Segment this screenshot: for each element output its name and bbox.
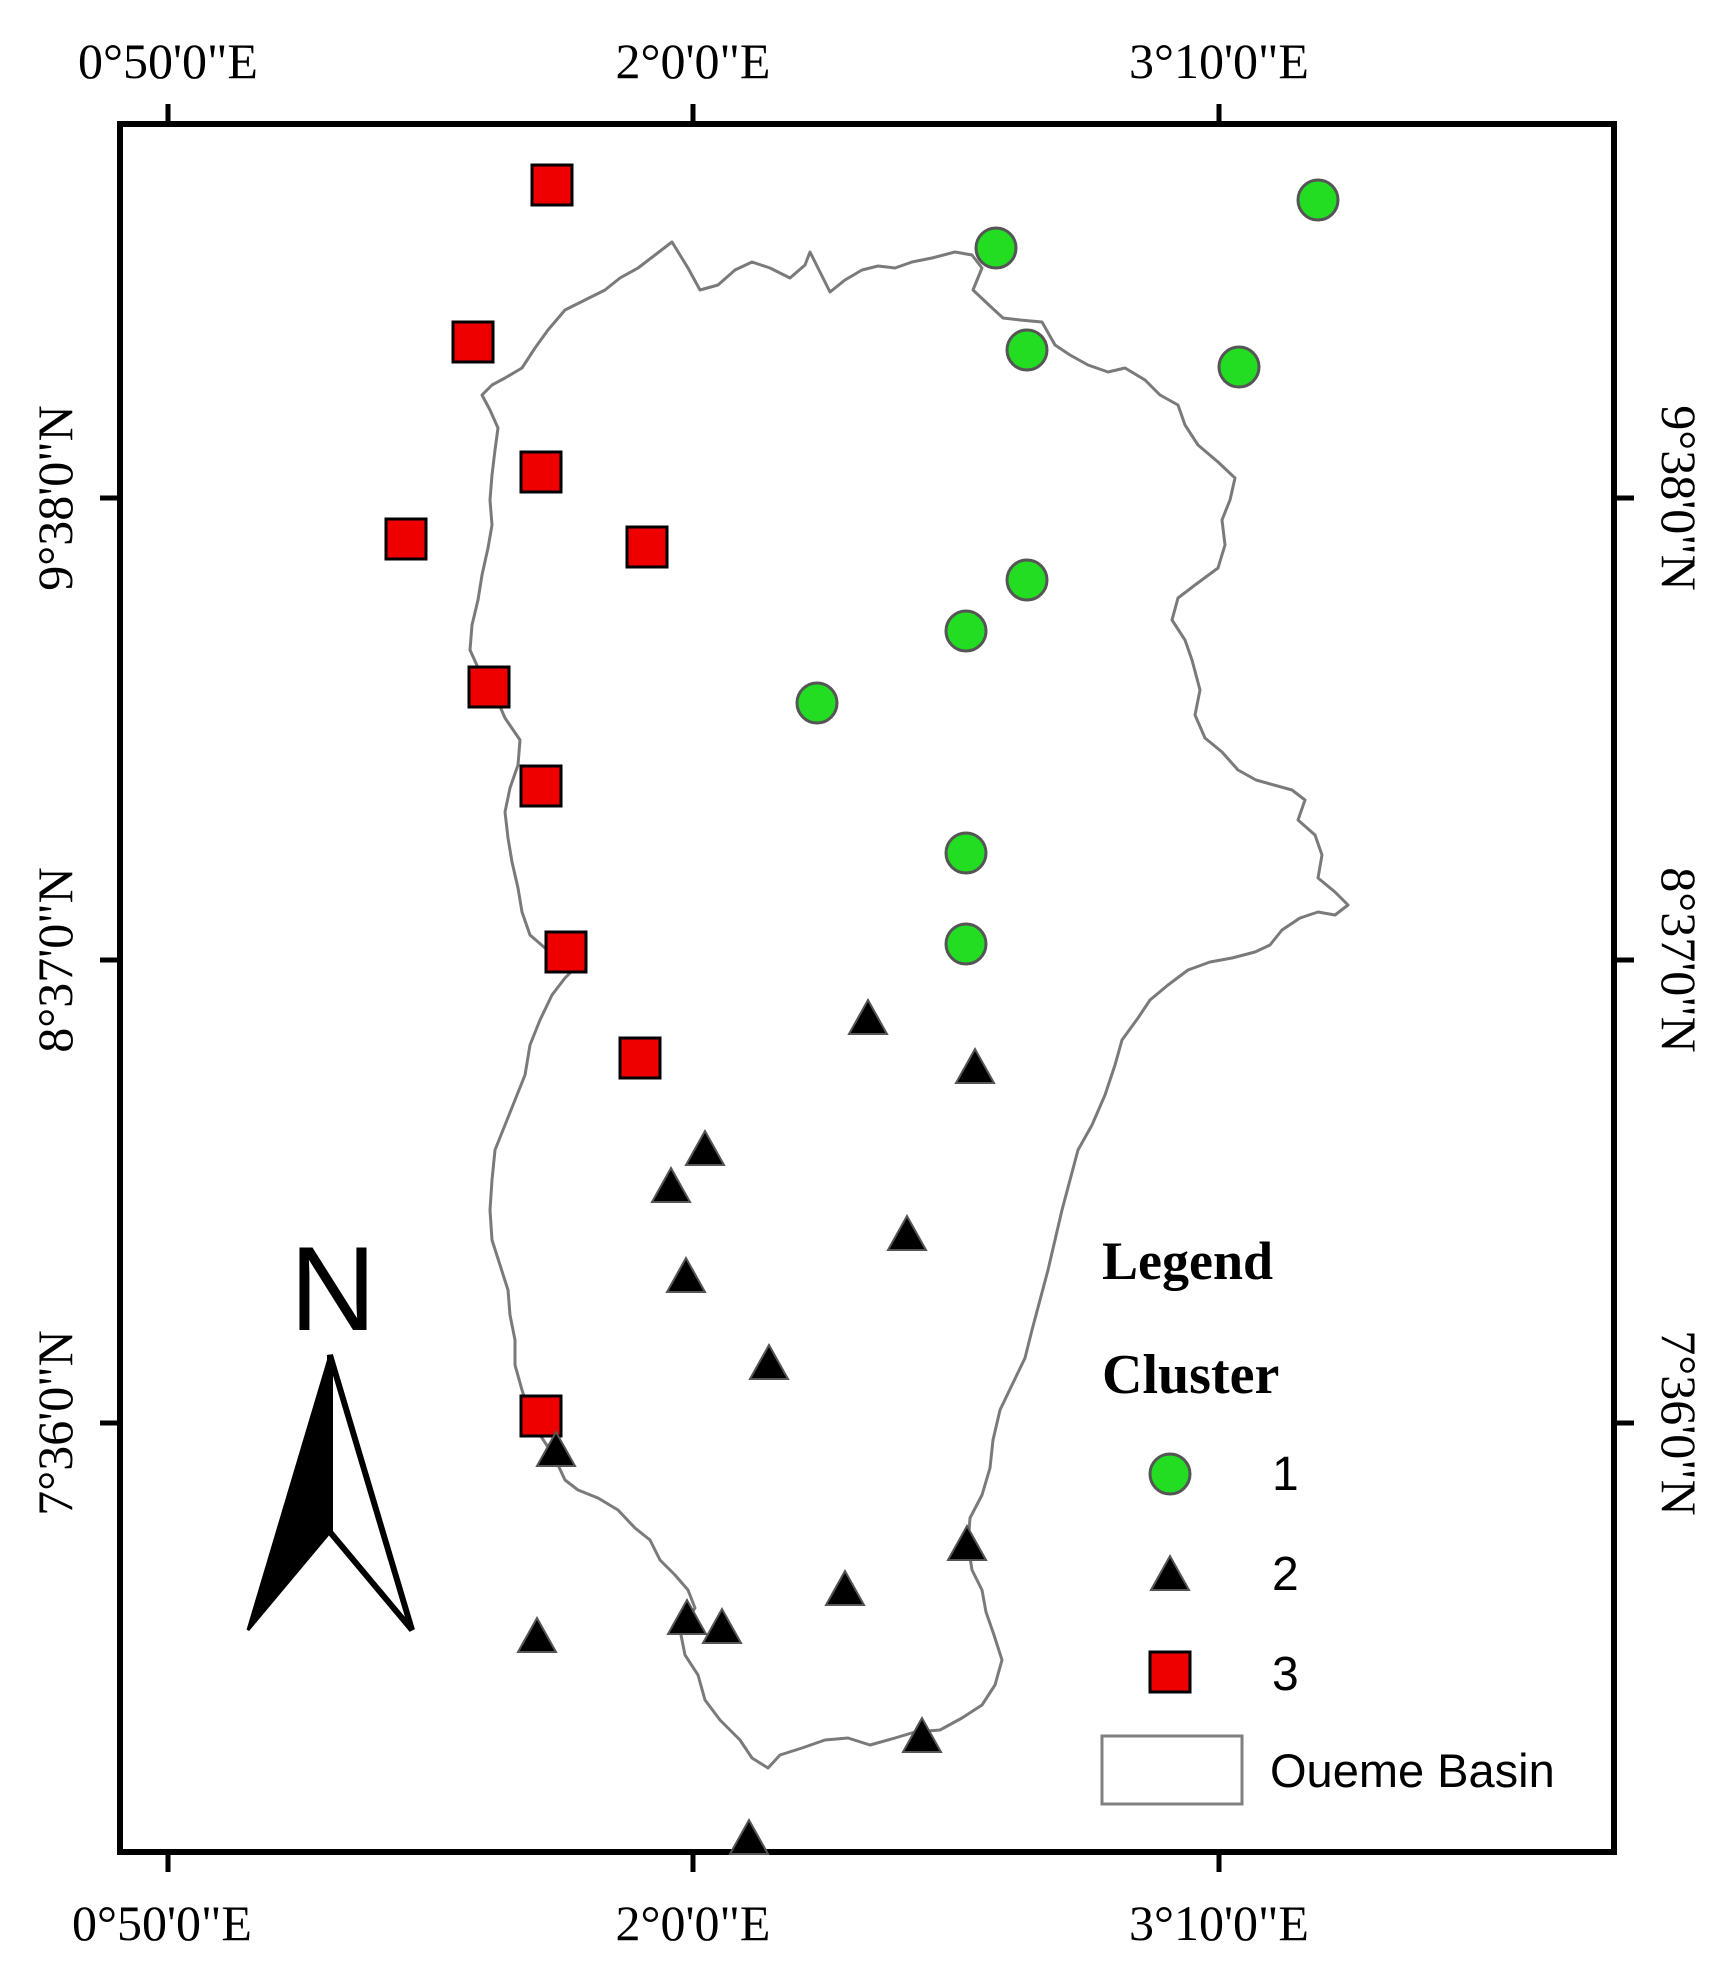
legend-label-oueme-basin: Oueme Basin — [1270, 1744, 1555, 1797]
station-marker[interactable] — [901, 1715, 943, 1753]
station-marker[interactable] — [618, 1036, 662, 1080]
station-marker[interactable] — [519, 764, 563, 808]
station-marker[interactable] — [544, 930, 588, 974]
station-marker[interactable] — [1005, 558, 1049, 602]
top-lon-label-2: 2°0'0"E — [616, 33, 771, 89]
station-marker[interactable] — [944, 831, 988, 875]
cluster-3-stations — [384, 163, 669, 1438]
station-marker[interactable] — [795, 681, 839, 725]
station-marker[interactable] — [974, 226, 1018, 270]
station-marker[interactable] — [519, 450, 563, 494]
station-marker[interactable] — [519, 1394, 563, 1438]
top-lon-label-3: 3°10'0"E — [1129, 33, 1309, 89]
station-marker[interactable] — [1296, 178, 1340, 222]
station-marker[interactable] — [530, 163, 574, 207]
legend-symbol-basin-outline-icon — [1100, 1734, 1244, 1806]
right-lat-label-1: 9°38'0"N — [1651, 405, 1707, 591]
map-frame — [117, 121, 1617, 1855]
station-marker[interactable] — [954, 1046, 996, 1084]
bottom-lon-label-2: 2°0'0"E — [616, 1895, 771, 1951]
station-marker[interactable] — [701, 1606, 743, 1644]
station-marker[interactable] — [516, 1615, 558, 1653]
station-marker[interactable] — [625, 525, 669, 569]
legend-title: Legend — [1102, 1231, 1273, 1291]
legend: Legend Cluster 1 2 3 Oueme Basin — [1100, 1231, 1555, 1806]
legend-subtitle: Cluster — [1102, 1344, 1279, 1406]
station-marker[interactable] — [684, 1128, 726, 1166]
station-marker[interactable] — [451, 320, 495, 364]
station-marker[interactable] — [946, 1523, 988, 1561]
left-lat-label-2: 8°37'0"N — [27, 867, 83, 1053]
bottom-lon-label-1: 0°50'0"E — [72, 1895, 252, 1951]
legend-label-2: 2 — [1272, 1548, 1299, 1601]
station-marker[interactable] — [650, 1165, 692, 1203]
legend-symbol-red-square-icon — [1148, 1650, 1192, 1694]
station-marker[interactable] — [384, 517, 428, 561]
station-marker[interactable] — [535, 1429, 577, 1467]
station-marker[interactable] — [467, 665, 511, 709]
station-marker[interactable] — [886, 1213, 928, 1251]
station-marker[interactable] — [748, 1342, 790, 1380]
oueme-basin-outline — [468, 240, 1350, 1770]
station-marker[interactable] — [666, 1597, 708, 1635]
north-arrow-label: N — [290, 1222, 377, 1356]
station-marker[interactable] — [1005, 328, 1049, 372]
legend-symbol-green-circle-icon — [1148, 1452, 1192, 1496]
station-marker[interactable] — [847, 997, 889, 1035]
station-marker[interactable] — [665, 1255, 707, 1293]
left-lat-label-3: 7°36'0"N — [27, 1330, 83, 1516]
station-marker[interactable] — [944, 922, 988, 966]
north-arrow: N — [246, 1222, 415, 1632]
top-lon-label-1: 0°50'0"E — [78, 33, 258, 89]
station-marker[interactable] — [944, 609, 988, 653]
bottom-lon-label-3: 3°10'0"E — [1129, 1895, 1309, 1951]
legend-label-1: 1 — [1272, 1448, 1299, 1501]
cluster-1-stations — [795, 178, 1340, 966]
legend-label-3: 3 — [1272, 1648, 1299, 1701]
legend-symbol-black-triangle-icon — [1149, 1553, 1191, 1591]
cluster-2-stations — [516, 997, 996, 1855]
station-marker[interactable] — [1217, 345, 1261, 389]
north-arrow-right-half-icon — [327, 1354, 415, 1632]
right-lat-label-2: 8°37'0"N — [1651, 867, 1707, 1053]
right-lat-label-3: 7°36'0"N — [1651, 1330, 1707, 1516]
station-marker[interactable] — [824, 1568, 866, 1606]
left-lat-label-1: 9°38'0"N — [27, 405, 83, 591]
station-marker[interactable] — [728, 1817, 770, 1855]
graticule-ticks — [100, 104, 1634, 1872]
